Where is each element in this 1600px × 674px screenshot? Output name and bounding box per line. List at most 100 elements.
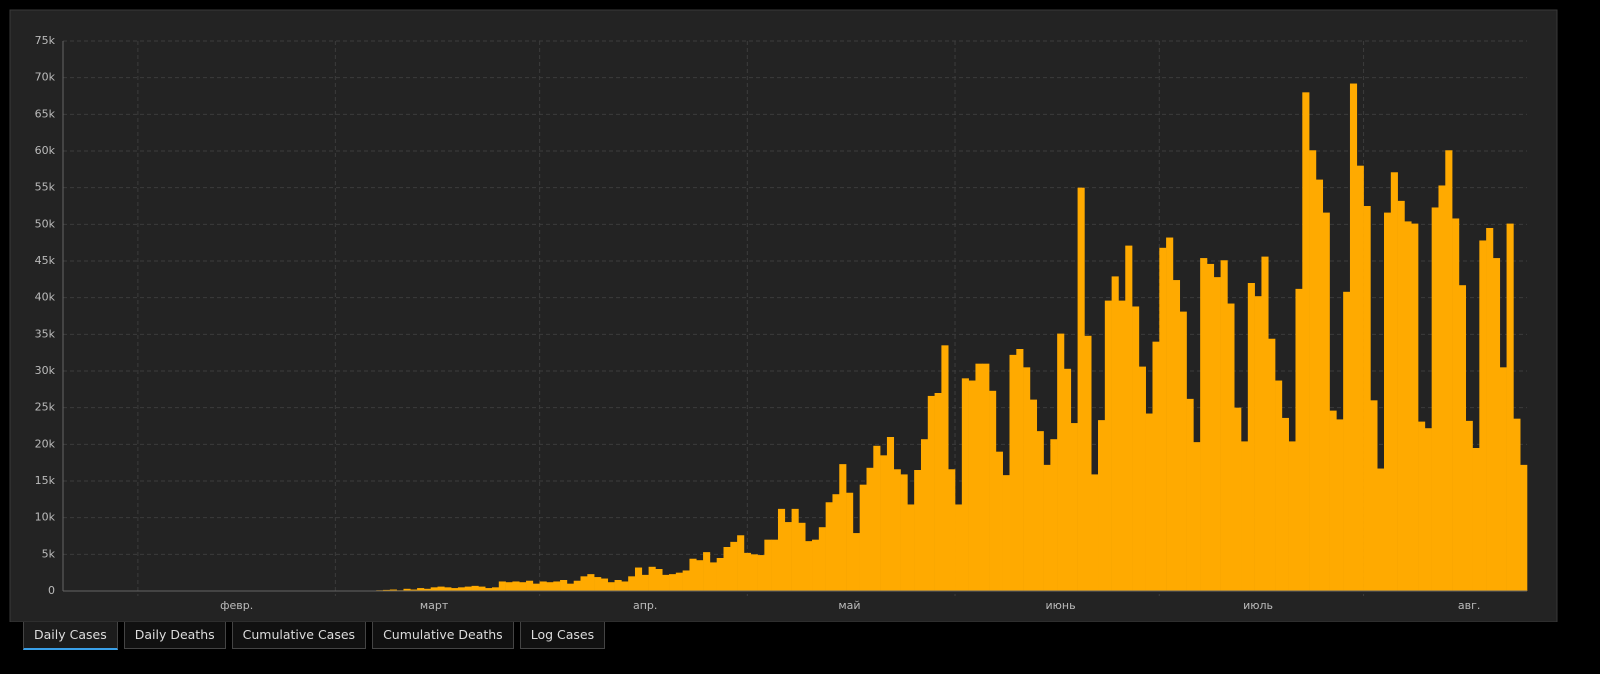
- bar: [1424, 428, 1432, 591]
- bar: [1254, 296, 1262, 591]
- bar: [607, 582, 615, 591]
- bar: [893, 469, 901, 591]
- bar: [444, 587, 452, 591]
- tab[interactable]: Daily Cases: [23, 622, 118, 650]
- bar: [1050, 439, 1058, 591]
- x-tick-label: авг.: [1458, 599, 1481, 612]
- bar: [1098, 420, 1106, 591]
- bar: [907, 504, 915, 591]
- y-tick-label: 25k: [35, 401, 56, 414]
- bar: [805, 541, 813, 591]
- bar: [757, 555, 765, 591]
- bar: [478, 586, 486, 591]
- bar: [1356, 165, 1364, 591]
- bar: [948, 469, 956, 591]
- bar: [1363, 206, 1371, 591]
- y-tick-label: 35k: [35, 327, 56, 340]
- bar: [526, 580, 534, 591]
- bar: [1343, 291, 1351, 591]
- bar: [1404, 221, 1412, 591]
- bar: [812, 539, 820, 591]
- bar: [743, 552, 752, 591]
- tab[interactable]: Log Cases: [519, 622, 606, 649]
- tab[interactable]: Daily Deaths: [123, 622, 226, 649]
- bar: [655, 569, 663, 591]
- y-tick-label: 40k: [35, 291, 56, 304]
- bar: [471, 585, 479, 591]
- bar: [1070, 423, 1078, 591]
- bar: [437, 586, 445, 591]
- x-tick-label: июль: [1243, 599, 1273, 612]
- bar: [1125, 245, 1133, 591]
- tab-bar: Daily Cases Daily Deaths Cumulative Case…: [23, 622, 606, 650]
- bar: [1118, 300, 1126, 591]
- bar: [1329, 410, 1337, 591]
- bar: [1206, 263, 1215, 591]
- bar: [1193, 442, 1201, 591]
- bar: [791, 508, 799, 591]
- bar: [560, 580, 568, 591]
- bar: [1418, 421, 1426, 591]
- y-tick-label: 5k: [42, 547, 56, 560]
- bar: [982, 363, 990, 591]
- bar: [1309, 150, 1317, 591]
- bar: [1302, 92, 1310, 591]
- bar: [614, 580, 622, 591]
- bar: [1397, 200, 1405, 591]
- bar: [498, 581, 506, 591]
- bar: [859, 484, 867, 591]
- bar: [995, 451, 1003, 591]
- bar: [1275, 380, 1283, 591]
- tab[interactable]: Cumulative Cases: [231, 622, 367, 649]
- bar: [737, 535, 745, 591]
- bar: [1513, 418, 1521, 591]
- bar: [1036, 431, 1044, 591]
- bar: [1384, 212, 1392, 591]
- bar: [1084, 335, 1092, 591]
- bar: [1411, 223, 1419, 591]
- y-tick-label: 70k: [35, 71, 56, 84]
- bar: [485, 588, 493, 591]
- bar: [716, 558, 724, 591]
- bar: [1295, 288, 1303, 591]
- y-tick-label: 10k: [35, 511, 56, 524]
- bar: [1452, 218, 1460, 591]
- bar: [519, 582, 527, 591]
- bar: [750, 554, 758, 591]
- x-tick-label: март: [420, 599, 449, 612]
- bar: [941, 345, 949, 591]
- bar: [410, 589, 418, 591]
- bar: [1029, 399, 1038, 591]
- bar: [573, 580, 581, 591]
- bar: [669, 574, 677, 591]
- bar: [383, 589, 391, 591]
- bar: [417, 588, 425, 591]
- bar: [1349, 83, 1358, 592]
- y-tick-label: 20k: [35, 437, 56, 450]
- bar: [1377, 468, 1385, 591]
- y-tick-label: 75k: [35, 34, 56, 47]
- bar: [1281, 417, 1289, 591]
- bar: [628, 576, 636, 591]
- bar: [723, 547, 731, 591]
- bar: [696, 560, 704, 591]
- bar: [914, 470, 922, 591]
- bar: [566, 583, 574, 591]
- bar: [621, 581, 629, 591]
- bar: [634, 567, 643, 591]
- bar: [1492, 258, 1501, 591]
- bar: [955, 504, 963, 591]
- bar: [866, 467, 874, 591]
- bar: [1138, 366, 1146, 591]
- bar: [1166, 237, 1174, 592]
- bar: [1234, 407, 1242, 591]
- bar: [703, 552, 711, 591]
- tab[interactable]: Cumulative Deaths: [372, 622, 514, 649]
- bar: [1023, 367, 1031, 591]
- bar: [1179, 311, 1187, 591]
- bar: [1220, 260, 1228, 591]
- bar: [886, 437, 895, 591]
- bar: [975, 363, 983, 591]
- bar: [1152, 341, 1160, 591]
- bar: [675, 572, 683, 591]
